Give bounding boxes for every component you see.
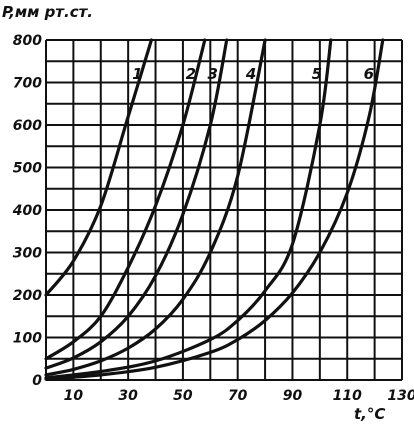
curve-label-1: 1 [132,65,142,83]
x-tick-label: 90 [283,388,303,404]
curve-label-5: 5 [312,65,322,83]
curve-2 [44,38,207,361]
x-axis-title: t,°C [354,405,385,423]
curve-label-4: 4 [245,65,256,83]
y-tick-label: 500 [13,161,42,177]
curves [44,38,385,381]
curve-label-2: 2 [186,65,196,83]
grid [45,39,403,381]
y-tick-label: 0 [32,373,42,389]
y-axis-title: P,мм рт.ст. [2,3,93,21]
x-tick-label: 70 [228,388,248,404]
curve-6 [44,38,385,381]
curve-1 [44,38,153,297]
x-tick-label: 30 [118,388,138,404]
y-tick-label: 200 [13,288,42,304]
curve-label-3: 3 [208,65,218,83]
curve-3 [44,38,229,370]
x-tick-label: 50 [173,388,193,404]
curve-label-6: 6 [364,65,374,83]
curve-5 [44,38,333,380]
x-tick-label: 10 [64,388,84,404]
y-tick-label: 800 [13,33,42,49]
curve-4 [44,38,267,377]
y-tick-label: 400 [12,203,42,219]
x-tick-label: 130 [387,388,414,404]
x-tick-label: 110 [333,388,362,404]
y-tick-label: 700 [13,76,42,92]
y-tick-label: 600 [13,118,42,134]
y-tick-label: 300 [13,246,42,262]
y-tick-label: 100 [13,331,42,347]
